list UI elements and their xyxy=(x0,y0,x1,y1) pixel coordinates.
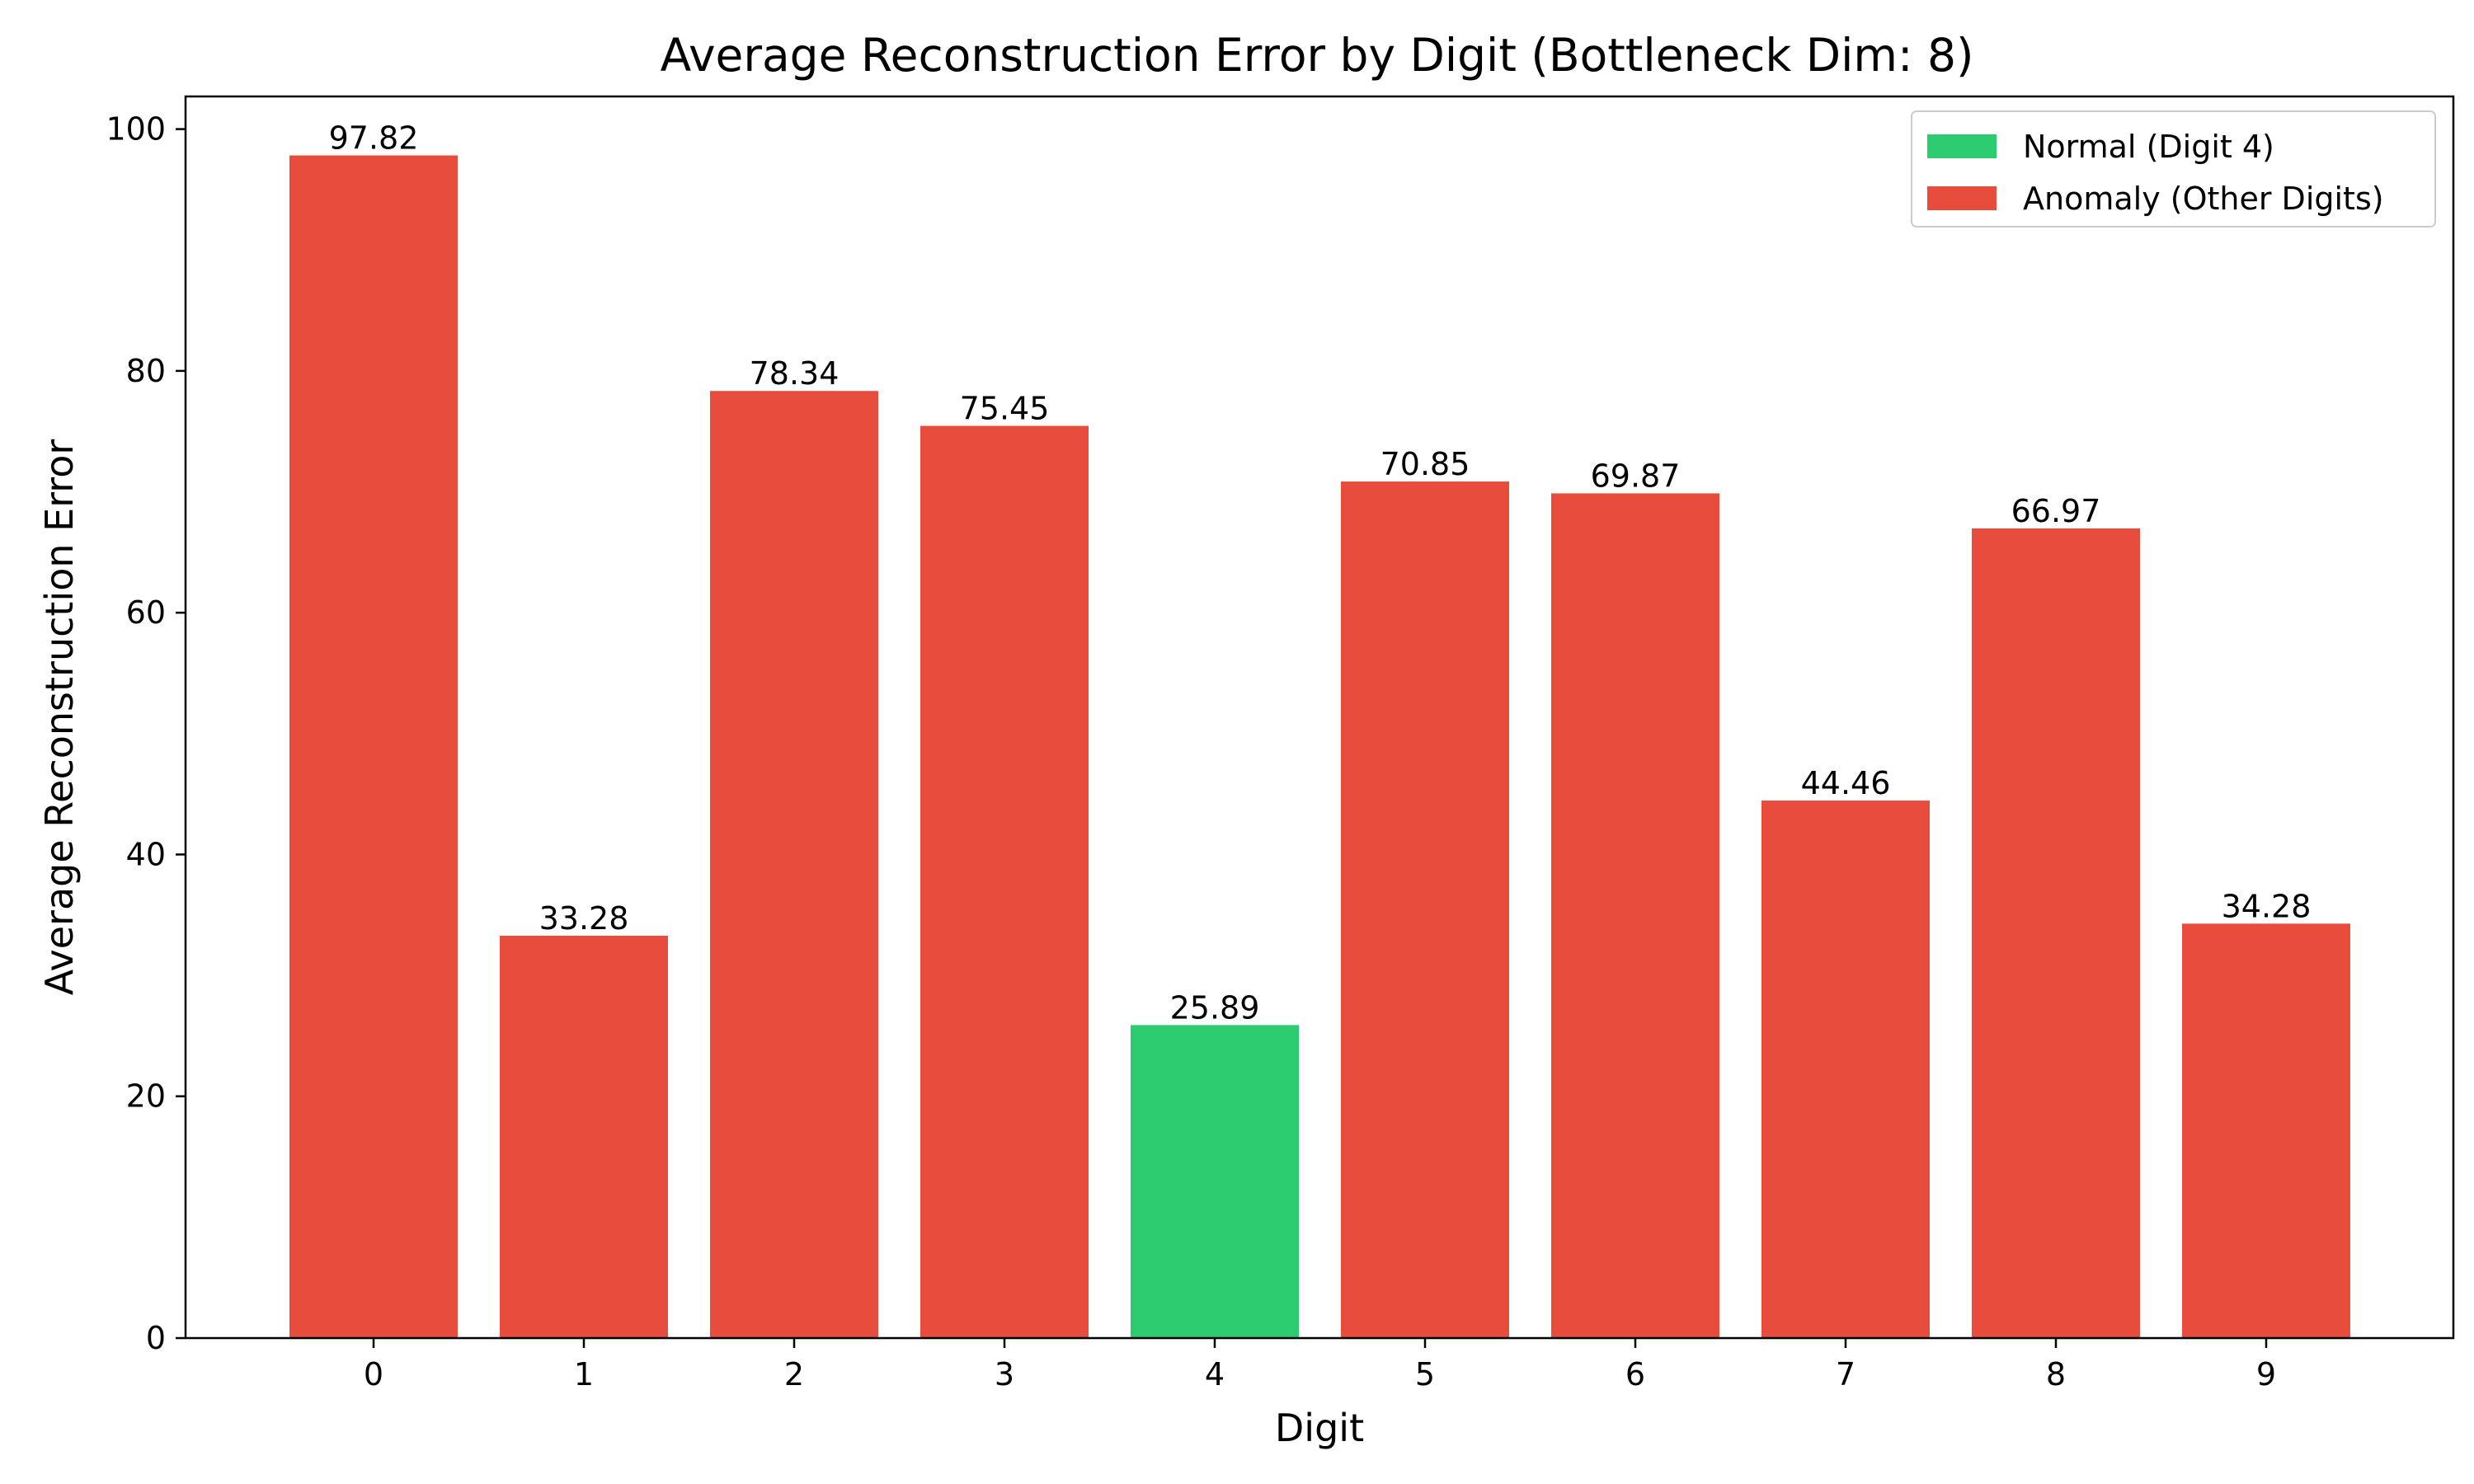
x-tick-label-0: 0 xyxy=(364,1356,383,1392)
x-tick-label-7: 7 xyxy=(1836,1356,1856,1392)
legend-label-anomaly: Anomaly (Other Digits) xyxy=(2023,181,2384,217)
bar-digit-7 xyxy=(1761,801,1930,1338)
x-tick-label-9: 9 xyxy=(2256,1356,2276,1392)
y-axis: 0 20 40 60 80 100 xyxy=(106,111,186,1356)
y-tick-label-20: 20 xyxy=(126,1078,166,1115)
value-label-digit-4: 25.89 xyxy=(1170,989,1260,1026)
bar-digit-3 xyxy=(920,425,1089,1338)
value-label-digit-3: 75.45 xyxy=(960,391,1050,427)
chart-title: Average Reconstruction Error by Digit (B… xyxy=(661,29,1974,82)
x-axis-title: Digit xyxy=(1275,1406,1364,1450)
y-tick-label-0: 0 xyxy=(146,1320,166,1356)
x-tick-label-5: 5 xyxy=(1415,1356,1435,1392)
bar-digit-6 xyxy=(1551,493,1719,1339)
x-tick-label-1: 1 xyxy=(574,1356,594,1392)
legend-swatch-anomaly xyxy=(1927,186,1997,210)
bars-layer xyxy=(289,155,2350,1339)
bar-digit-5 xyxy=(1341,481,1509,1338)
x-tick-label-6: 6 xyxy=(1625,1356,1645,1392)
legend-label-normal: Normal (Digit 4) xyxy=(2023,129,2274,165)
value-label-digit-6: 69.87 xyxy=(1591,458,1681,494)
legend-swatch-normal xyxy=(1927,134,1997,158)
value-label-digit-5: 70.85 xyxy=(1380,446,1470,482)
x-tick-label-3: 3 xyxy=(995,1356,1014,1392)
y-tick-label-100: 100 xyxy=(106,111,166,148)
value-label-digit-0: 97.82 xyxy=(329,120,419,157)
y-tick-label-80: 80 xyxy=(126,353,166,389)
value-label-digit-9: 34.28 xyxy=(2222,888,2312,924)
x-tick-label-4: 4 xyxy=(1205,1356,1225,1392)
value-label-digit-1: 33.28 xyxy=(539,900,629,937)
plot-frame xyxy=(184,95,2455,1340)
bar-digit-2 xyxy=(710,391,878,1338)
value-labels-layer: 97.82 33.28 78.34 75.45 25.89 70.85 69.87 44.46… xyxy=(329,120,2312,1026)
y-axis-title: Average Reconstruction Error xyxy=(37,439,82,996)
bar-digit-4 xyxy=(1131,1025,1299,1338)
y-tick-label-60: 60 xyxy=(126,594,166,631)
x-axis: 0 1 2 3 4 5 6 7 8 9 xyxy=(364,1338,2276,1392)
bar-digit-1 xyxy=(500,935,668,1338)
bar-digit-8 xyxy=(1972,528,2140,1338)
value-label-digit-2: 78.34 xyxy=(750,355,840,392)
bar-digit-9 xyxy=(2182,923,2350,1338)
value-label-digit-8: 66.97 xyxy=(2011,493,2101,529)
value-label-digit-7: 44.46 xyxy=(1801,765,1891,801)
legend: Normal (Digit 4) Anomaly (Other Digits) xyxy=(1911,110,2436,228)
legend-box xyxy=(1911,110,2436,228)
x-tick-label-8: 8 xyxy=(2046,1356,2066,1392)
x-tick-label-2: 2 xyxy=(784,1356,804,1392)
y-tick-label-40: 40 xyxy=(126,836,166,872)
bar-digit-0 xyxy=(289,155,458,1338)
